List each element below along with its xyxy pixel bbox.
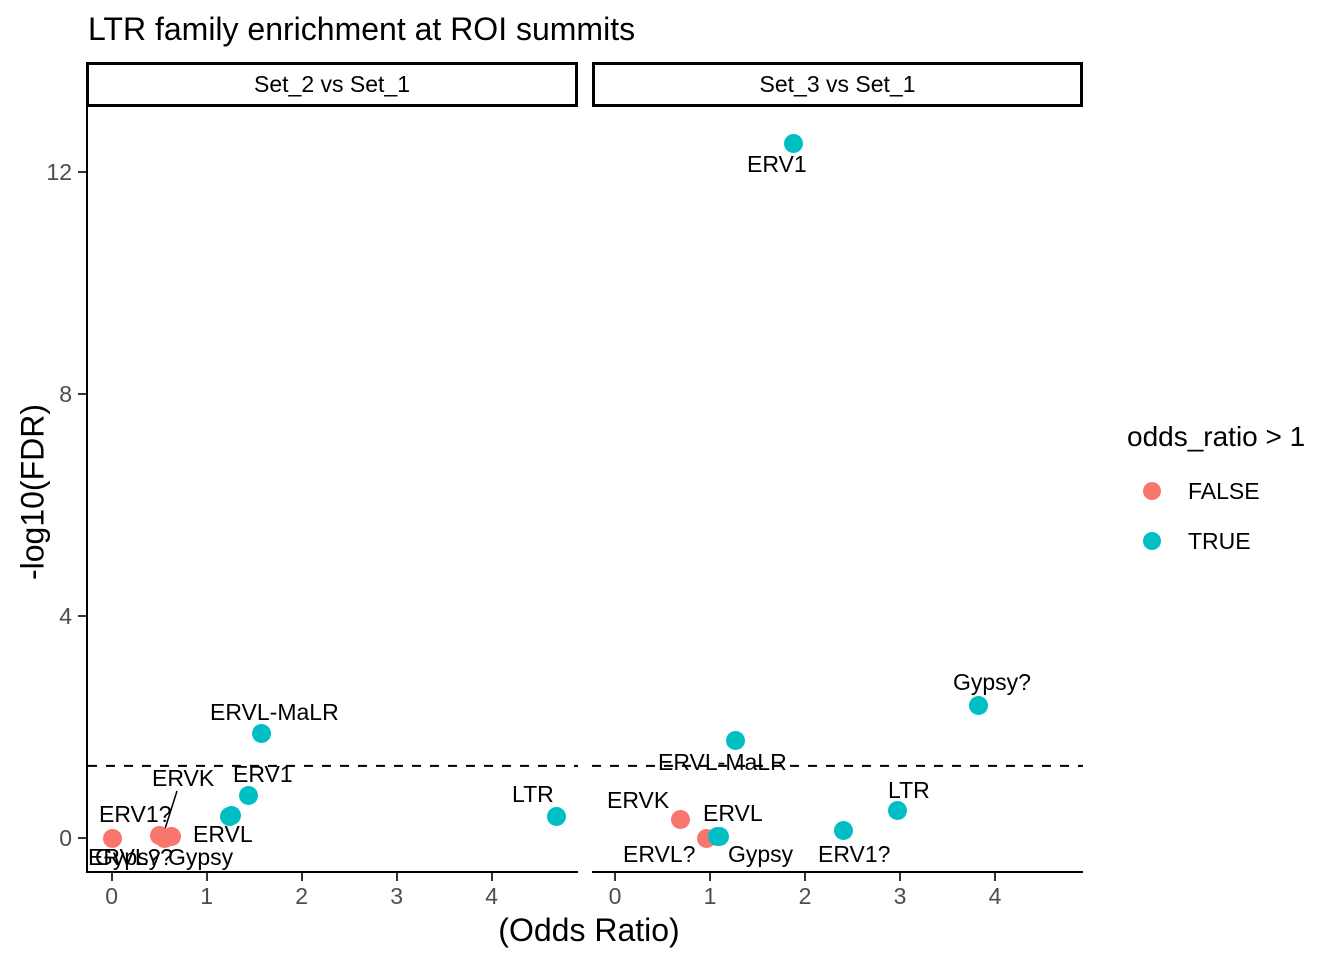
legend-key-false-icon [1143,482,1161,500]
data-point-gypsyq [969,696,989,716]
data-point-ltr [887,801,907,821]
plot-title: LTR family enrichment at ROI summits [88,11,636,47]
x-tick-mark [395,873,398,881]
y-tick-label: 8 [59,381,72,407]
x-tick-label: 0 [608,883,622,909]
data-point-erv1q [834,820,854,840]
y-tick-mark [78,615,86,617]
facet-strip-set3-vs-set1: Set_3 vs Set_1 [592,62,1083,107]
point-label: ERVK [152,765,215,791]
point-label: ERVL-MaLR [658,749,787,775]
x-tick-label: 4 [988,883,1002,909]
x-tick-mark [614,873,616,881]
y-tick-label: 4 [59,603,72,629]
legend-item-label: TRUE [1188,527,1251,554]
x-tick-label: 0 [105,883,119,909]
point-label: ERV1? [99,801,172,827]
point-label: ERVL [703,800,763,826]
point-label: Gypsy? [953,669,1031,695]
data-point-ervl-malr [726,731,746,751]
point-label: ERVL? [623,841,696,867]
point-label: ERVK [607,787,670,813]
point-label: LTR [888,777,930,803]
point-label: ERVL [193,821,253,847]
data-point-ervlq [162,827,182,847]
x-tick-label: 1 [703,883,717,909]
point-label: Gypsy [728,841,794,867]
data-point-gypsy [710,826,729,846]
x-tick-label: 4 [485,883,499,909]
point-label: ERV1 [747,151,807,177]
legend-item-false: FALSE [1127,477,1305,504]
x-tick-mark [804,873,806,881]
y-tick-mark [78,171,86,173]
data-point-erv1q [103,828,123,848]
legend-key-true-icon [1143,532,1161,550]
legend: odds_ratio > 1 FALSE TRUE [1127,421,1306,554]
data-point-ervl-malr [252,723,272,743]
data-point-erv1 [239,785,258,805]
x-tick-mark [490,873,493,881]
legend-item-label: FALSE [1188,477,1260,504]
facet-panel-set3-vs-set1 [592,107,1083,873]
y-tick-label: 0 [59,825,72,851]
facet-strip-label: Set_3 vs Set_1 [759,71,916,97]
x-tick-mark [994,873,996,881]
x-axis-title: (Odds Ratio) [498,912,680,948]
data-point-ltr [546,807,566,827]
x-tick-mark [110,873,113,881]
x-tick-mark [300,873,303,881]
point-label: ERV1 [233,761,293,787]
x-tick-mark [709,873,711,881]
facet-panel-set2-vs-set1 [86,107,578,873]
data-point-ervl [221,806,241,826]
legend-title: odds_ratio > 1 [1127,421,1306,452]
point-label: ERV1? [818,841,891,867]
point-label: LTR [512,781,554,807]
data-point-erv1 [784,133,804,153]
point-label: ERVL? [88,844,161,870]
facet-strip-label: Set_2 vs Set_1 [254,71,410,97]
data-point-ervk [671,809,691,829]
facet-strip-set2-vs-set1: Set_2 vs Set_1 [86,62,578,107]
point-label: ERVL-MaLR [210,699,339,725]
x-tick-mark [899,873,901,881]
x-tick-label: 3 [390,883,404,909]
x-tick-label: 1 [200,883,214,909]
y-axis-title: -log10(FDR) [14,403,51,581]
point-label: Gypsy? [95,844,173,870]
x-tick-label: 2 [798,883,812,909]
x-tick-label: 2 [295,883,309,909]
y-tick-mark [78,393,86,395]
point-label: Gypsy [168,844,234,870]
x-tick-label: 3 [893,883,907,909]
legend-item-true: TRUE [1127,527,1305,554]
x-tick-mark [205,873,208,881]
y-tick-label: 12 [46,159,72,185]
y-tick-mark [78,837,86,839]
